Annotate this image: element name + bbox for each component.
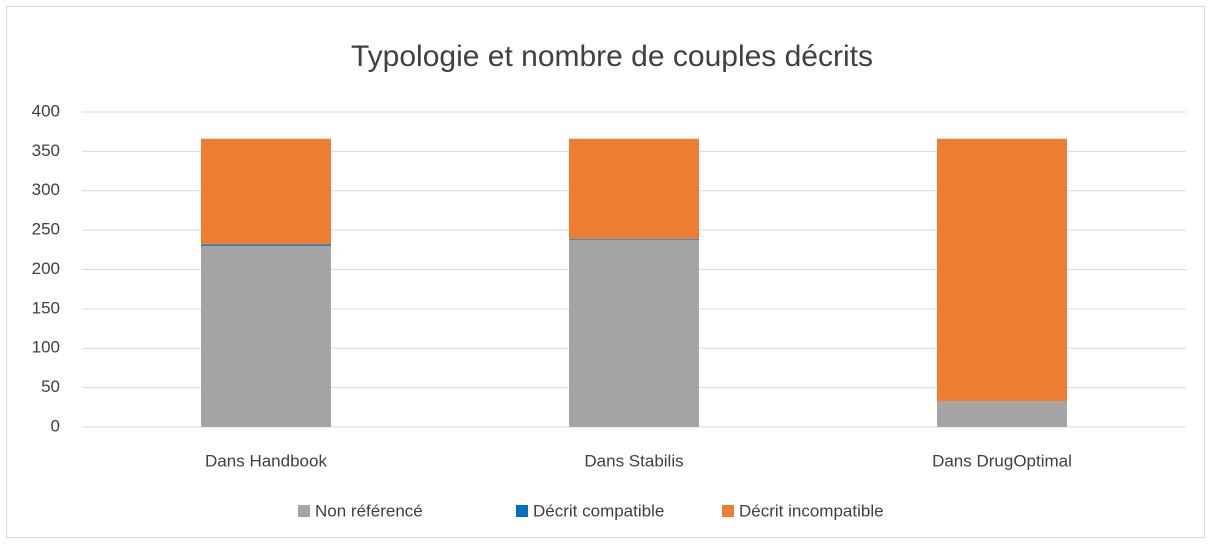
bar-segment (201, 138, 331, 245)
y-tick-label: 250 (32, 220, 60, 239)
legend-swatch (516, 505, 528, 517)
legend-swatch (722, 505, 734, 517)
bar-segment (569, 239, 699, 427)
x-tick-label: Dans Stabilis (584, 451, 683, 470)
x-tick-label: Dans Handbook (205, 451, 327, 470)
y-tick-label: 100 (32, 338, 60, 357)
bar-segment (937, 401, 1067, 427)
y-tick-label: 0 (51, 416, 60, 435)
x-tick-label: Dans DrugOptimal (932, 451, 1072, 470)
bar-segment (201, 245, 331, 427)
bar-segment (937, 138, 1067, 402)
legend-label: Décrit compatible (533, 501, 664, 520)
bar-segment (569, 238, 699, 240)
legend-label: Non référencé (315, 501, 423, 520)
y-tick-label: 300 (32, 180, 60, 199)
y-tick-label: 400 (32, 101, 60, 120)
y-tick-label: 150 (32, 298, 60, 317)
legend-swatch (298, 505, 310, 517)
y-tick-label: 200 (32, 259, 60, 278)
legend-label: Décrit incompatible (739, 501, 884, 520)
bar-segment (569, 138, 699, 239)
y-tick-label: 350 (32, 141, 60, 160)
bar-segment (201, 244, 331, 246)
chart-title: Typologie et nombre de couples décrits (351, 40, 873, 73)
y-tick-label: 50 (41, 377, 60, 396)
